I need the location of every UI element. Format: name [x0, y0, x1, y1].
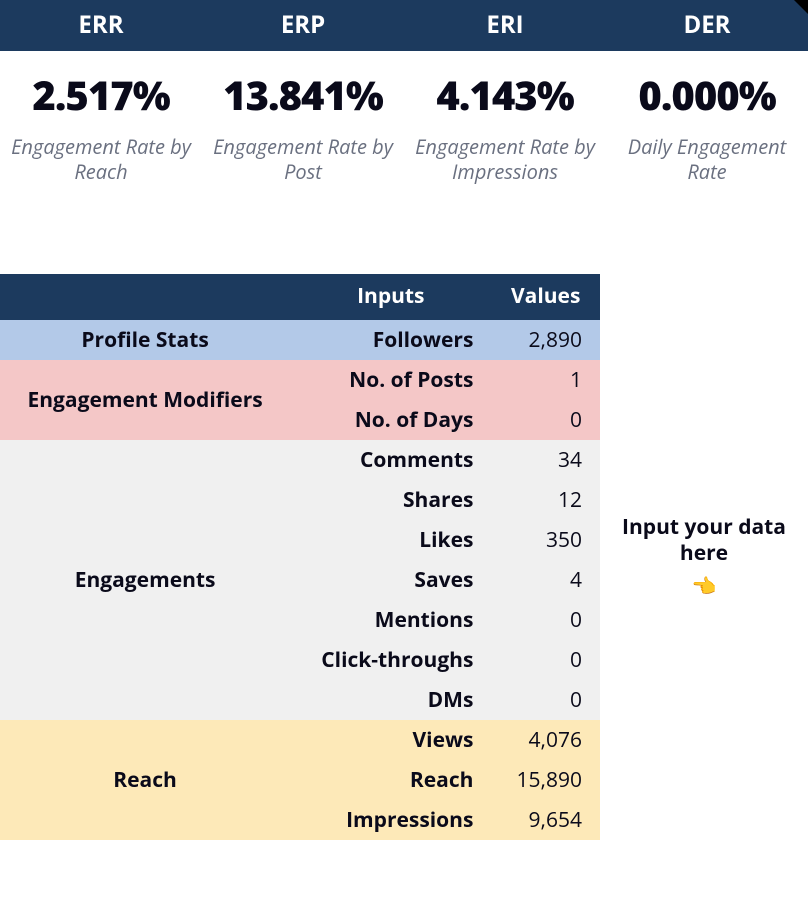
metric-header-err: ERR — [0, 0, 202, 51]
input-label: Shares — [290, 480, 491, 520]
side-note-text: Input your data here — [614, 515, 794, 565]
section-label: Profile Stats — [0, 320, 290, 360]
section-label: Reach — [0, 720, 290, 840]
metrics-row: ERR ERP ERI DER 2.517% Engagement Rate b… — [0, 0, 808, 184]
value-cell[interactable]: 2,890 — [491, 320, 600, 360]
input-label: Click-throughs — [290, 640, 491, 680]
input-label: No. of Posts — [290, 360, 491, 400]
pointing-hand-icon: 👈 — [692, 572, 717, 599]
input-label: No. of Days — [290, 400, 491, 440]
metric-value-der: 0.000% — [614, 67, 800, 122]
section-label: Engagement Modifiers — [0, 360, 290, 440]
input-label: Impressions — [290, 800, 491, 840]
value-cell[interactable]: 0 — [491, 640, 600, 680]
input-label: Comments — [290, 440, 491, 480]
value-cell[interactable]: 9,654 — [491, 800, 600, 840]
metric-cell-der: 0.000% Daily Engagement Rate — [606, 51, 808, 184]
value-cell[interactable]: 0 — [491, 400, 600, 440]
table-header-inputs: Inputs — [290, 274, 491, 320]
value-cell[interactable]: 4,076 — [491, 720, 600, 760]
metric-desc-der: Daily Engagement Rate — [614, 134, 800, 184]
section-label: Engagements — [0, 440, 290, 720]
corner-triangle-icon — [794, 0, 808, 14]
lower-section: Inputs Values Profile StatsFollowers2,89… — [0, 274, 808, 840]
input-label: Views — [290, 720, 491, 760]
value-cell[interactable]: 4 — [491, 560, 600, 600]
input-label: Mentions — [290, 600, 491, 640]
data-table-body: Profile StatsFollowers2,890Engagement Mo… — [0, 320, 600, 840]
table-header-values: Values — [491, 274, 600, 320]
input-label: DMs — [290, 680, 491, 720]
metric-desc-eri: Engagement Rate by Impressions — [412, 134, 598, 184]
value-cell[interactable]: 12 — [491, 480, 600, 520]
metric-header-eri: ERI — [404, 0, 606, 51]
metric-value-erp: 13.841% — [210, 67, 396, 122]
data-table: Inputs Values Profile StatsFollowers2,89… — [0, 274, 600, 840]
input-label: Followers — [290, 320, 491, 360]
value-cell[interactable]: 0 — [491, 600, 600, 640]
metric-value-err: 2.517% — [8, 67, 194, 122]
data-table-wrap: Inputs Values Profile StatsFollowers2,89… — [0, 274, 600, 840]
table-row: Engagement ModifiersNo. of Posts1 — [0, 360, 600, 400]
table-row: Profile StatsFollowers2,890 — [0, 320, 600, 360]
metric-cell-eri: 4.143% Engagement Rate by Impressions — [404, 51, 606, 184]
metric-value-eri: 4.143% — [412, 67, 598, 122]
table-row: ReachViews4,076 — [0, 720, 600, 760]
table-row: EngagementsComments34 — [0, 440, 600, 480]
input-label: Reach — [290, 760, 491, 800]
input-label: Likes — [290, 520, 491, 560]
value-cell[interactable]: 0 — [491, 680, 600, 720]
metric-cell-erp: 13.841% Engagement Rate by Post — [202, 51, 404, 184]
table-header-spacer — [0, 274, 290, 320]
metric-cell-err: 2.517% Engagement Rate by Reach — [0, 51, 202, 184]
input-label: Saves — [290, 560, 491, 600]
value-cell[interactable]: 350 — [491, 520, 600, 560]
value-cell[interactable]: 15,890 — [491, 760, 600, 800]
metric-header-erp: ERP — [202, 0, 404, 51]
value-cell[interactable]: 34 — [491, 440, 600, 480]
metric-desc-erp: Engagement Rate by Post — [210, 134, 396, 184]
side-note: Input your data here 👈 — [600, 274, 808, 840]
metric-desc-err: Engagement Rate by Reach — [8, 134, 194, 184]
metric-header-der: DER — [606, 0, 808, 51]
value-cell[interactable]: 1 — [491, 360, 600, 400]
